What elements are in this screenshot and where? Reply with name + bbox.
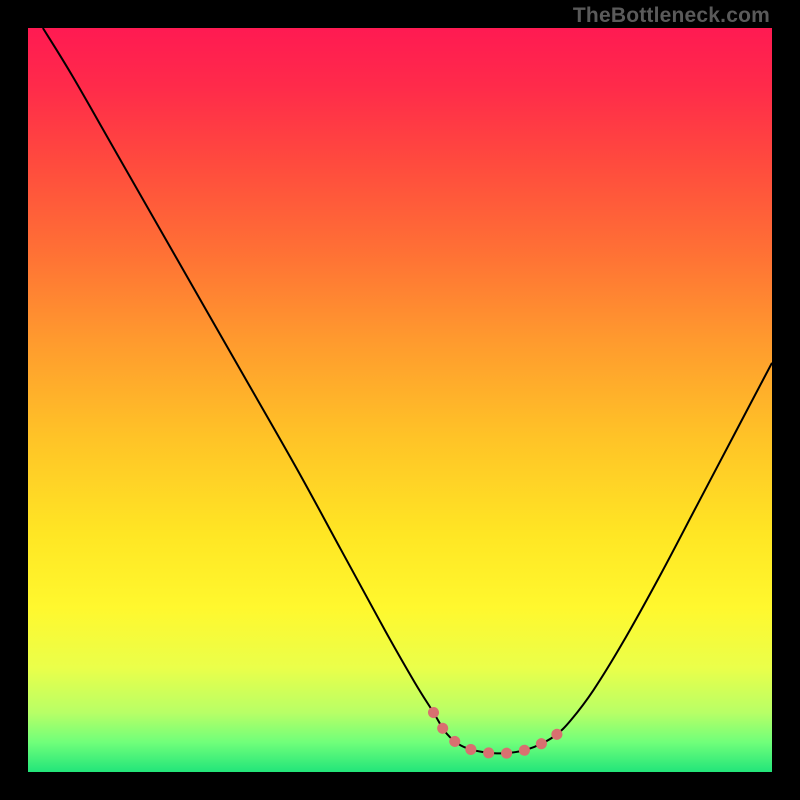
chart-container: TheBottleneck.com bbox=[0, 0, 800, 800]
curves-layer bbox=[28, 28, 772, 772]
main-black-curve bbox=[43, 28, 772, 753]
watermark-text: TheBottleneck.com bbox=[573, 4, 770, 28]
plot-area bbox=[28, 28, 772, 772]
valley-salmon-overlay bbox=[433, 712, 567, 753]
